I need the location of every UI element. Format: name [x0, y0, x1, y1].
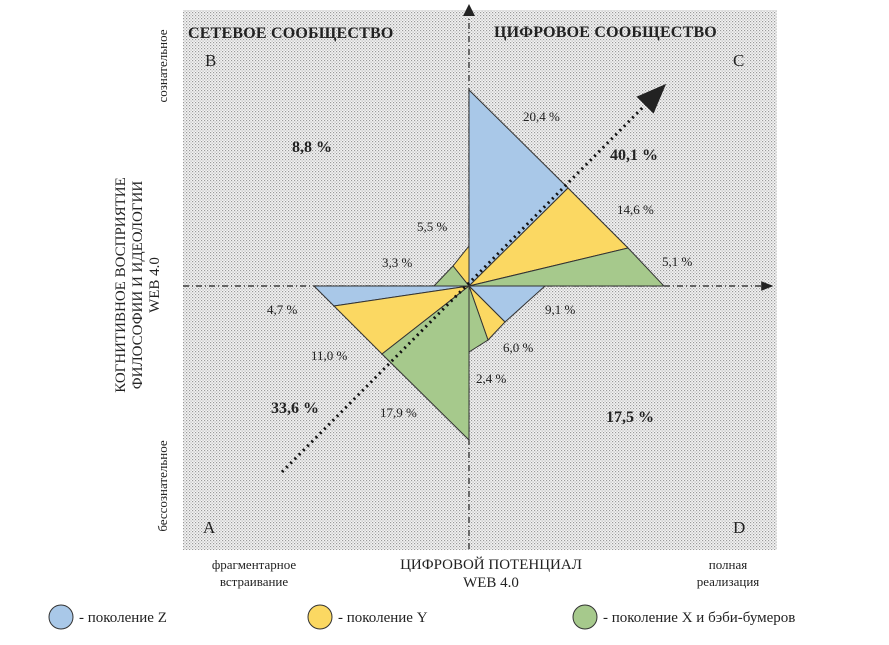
segment-d-gen-x: 2,4 % — [476, 371, 507, 386]
x-axis-title-line1: ЦИФРОВОЙ ПОТЕНЦИАЛ — [400, 556, 582, 573]
segment-a-gen-x: 17,9 % — [380, 405, 417, 420]
legend-gen-y-label: - поколение Y — [338, 610, 428, 626]
total-c: 40,1 % — [610, 147, 658, 164]
corner-label-d: D — [733, 518, 745, 537]
x-axis-right-label-line2: реализация — [697, 574, 760, 589]
corner-label-b: B — [205, 51, 216, 70]
segment-a-gen-y: 11,0 % — [311, 348, 348, 363]
total-d: 17,5 % — [606, 409, 654, 426]
trend-arrow — [280, 83, 667, 474]
total-a: 33,6 % — [271, 400, 319, 417]
y-axis-title-line2: ФИЛОСОФИИ И ИДЕОЛОГИИ — [130, 181, 146, 390]
corner-label-a: A — [203, 518, 216, 537]
legend: - поколение Z - поколение Y - поколение … — [48, 604, 795, 630]
legend-gen-z-swatch — [48, 604, 74, 630]
legend-gen-x-label: - поколение X и бэби-бумеров — [603, 610, 795, 626]
x-axis-left-label-line2: встраивание — [220, 574, 289, 589]
x-axis-right-label-line1: полная — [709, 557, 748, 572]
segment-c-gen-z: 20,4 % — [523, 109, 560, 124]
y-axis-title-line1: КОГНИТИВНОЕ ВОСПРИЯТИЕ — [113, 177, 129, 393]
segment-d-gen-y: 6,0 % — [503, 340, 534, 355]
y-axis-bottom-label: бессознательное — [155, 440, 170, 532]
wedge-c-gen-x — [468, 247, 666, 287]
legend-gen-z-label: - поколение Z — [79, 610, 167, 626]
corner-label-c: C — [733, 51, 744, 70]
legend-gen-x-swatch — [572, 604, 598, 630]
quadrant-title-network: СЕТЕВОЕ СООБЩЕСТВО — [188, 25, 394, 42]
quadrant-title-digital: ЦИФРОВОЕ СООБЩЕСТВО — [494, 24, 717, 41]
y-axis-top-label: сознательное — [155, 29, 170, 102]
x-axis-title-line2: WEB 4.0 — [463, 575, 519, 591]
segment-c-gen-y: 14,6 % — [617, 202, 654, 217]
legend-gen-y-swatch — [307, 604, 333, 630]
segment-b-gen-x: 3,3 % — [382, 255, 413, 270]
x-axis-left-label-line1: фрагментарное — [212, 557, 297, 572]
total-b: 8,8 % — [292, 139, 332, 156]
y-axis-title-line3: WEB 4.0 — [147, 257, 163, 313]
segment-d-gen-z: 9,1 % — [545, 302, 576, 317]
segment-a-gen-z: 4,7 % — [267, 302, 298, 317]
wedge-d-gen-x — [468, 285, 489, 353]
segment-b-gen-y: 5,5 % — [417, 219, 448, 234]
vertical-axis-arrow-icon — [463, 4, 475, 16]
wedge-a-gen-x — [381, 284, 470, 442]
segment-c-gen-x: 5,1 % — [662, 254, 693, 269]
